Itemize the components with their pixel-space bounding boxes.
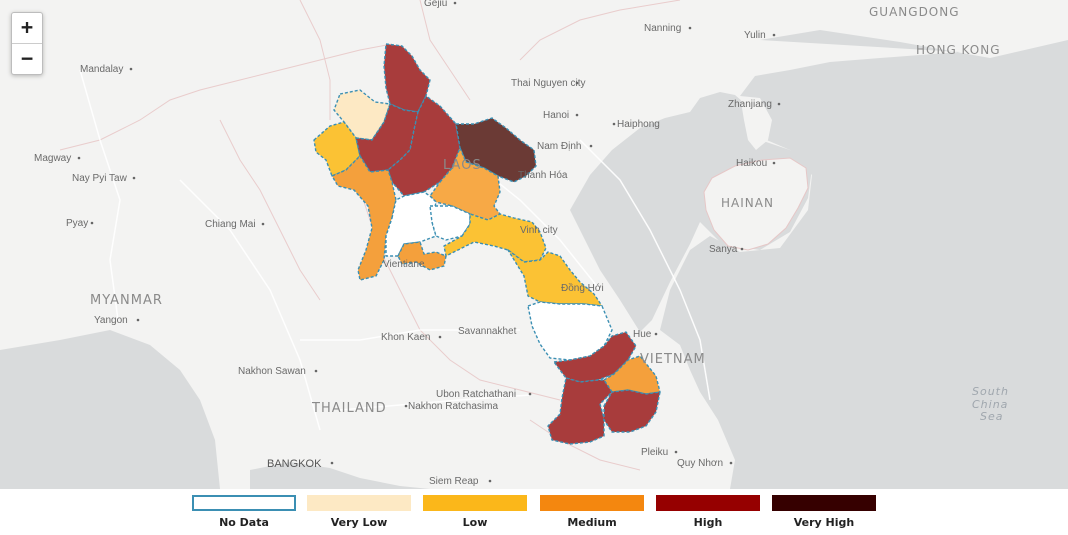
andaman-sea — [0, 330, 220, 489]
city-dots — [77, 1, 781, 483]
roads — [79, 69, 711, 431]
province-bokeo[interactable] — [313, 121, 361, 177]
legend-item-low: Low — [423, 495, 527, 529]
city-quy-nhon: Quy Nhơn — [677, 458, 723, 469]
city-magway: Magway — [34, 153, 71, 164]
province-attapeu[interactable] — [603, 389, 661, 433]
city-siem-reap: Siem Reap — [429, 476, 479, 487]
hainan-island — [703, 157, 809, 251]
zoom-out-button[interactable]: − — [12, 43, 42, 74]
city-bangkok: BANGKOK — [267, 458, 322, 470]
province-luang-namtha[interactable] — [333, 89, 391, 141]
legend-swatch-medium — [540, 495, 644, 511]
legend-item-high: High — [656, 495, 760, 529]
gulf-of-tonkin — [570, 92, 812, 332]
legend-item-medium: Medium — [540, 495, 644, 529]
province-khammouane[interactable] — [507, 249, 603, 307]
country-label-vietnam: VIETNAM — [640, 352, 706, 367]
province-bolikhamxay[interactable] — [443, 213, 547, 263]
legend: No Data Very Low Low Medium High Very Hi… — [0, 489, 1068, 535]
gulf-of-thailand — [250, 462, 430, 489]
province-salavan[interactable] — [553, 331, 637, 383]
city-yulin: Yulin — [744, 30, 766, 41]
legend-label-very-low: Very Low — [330, 516, 388, 529]
region-label-guangdong: GUANGDONG — [869, 5, 960, 19]
city-mandalay: Mandalay — [80, 64, 123, 75]
city-thanh-hoa: Thanh Hóa — [518, 170, 568, 181]
province-champasak[interactable] — [547, 377, 613, 445]
sea-label-line-2: China — [972, 398, 1008, 411]
city-hue: Hue — [633, 329, 652, 340]
city-dong-hoi: Đồng Hới — [561, 282, 604, 294]
legend-label-no-data: No Data — [219, 516, 269, 529]
city-haikou: Haikou — [736, 158, 767, 169]
city-pleiku: Pleiku — [641, 447, 668, 458]
legend-swatch-low — [423, 495, 527, 511]
city-nakhon-sawan: Nakhon Sawan — [238, 366, 306, 377]
city-nanning: Nanning — [644, 23, 681, 34]
island-label-hainan: HAINAN — [721, 196, 774, 210]
city-savannakhet: Savannakhet — [458, 326, 517, 337]
south-china-sea — [660, 30, 1068, 489]
legend-swatch-high — [656, 495, 760, 511]
city-thai-nguyen: Thai Nguyen city — [511, 78, 585, 89]
legend-label-high: High — [693, 516, 723, 529]
country-label-thailand: THAILAND — [311, 401, 387, 416]
legend-label-very-high: Very High — [793, 516, 855, 529]
city-hanoi: Hanoi — [543, 110, 569, 121]
leizhou-peninsula — [740, 96, 772, 150]
city-zhanjiang: Zhanjiang — [728, 99, 772, 110]
city-pyay: Pyay — [66, 218, 88, 229]
city-chiang-mai: Chiang Mai — [205, 219, 256, 230]
city-nakhon-ratchasima: Nakhon Ratchasima — [408, 401, 498, 412]
city-nam-dinh: Nam Định — [537, 141, 581, 152]
sea-label-line-3: Sea — [980, 410, 1004, 423]
legend-item-very-low: Very Low — [307, 495, 411, 529]
city-sanya: Sanya — [709, 244, 738, 255]
province-sayabouly[interactable] — [331, 155, 397, 281]
legend-swatch-no-data — [192, 495, 296, 511]
zoom-control: + − — [11, 12, 43, 75]
legend-swatch-very-high — [772, 495, 876, 511]
map-canvas[interactable]: MYANMAR THAILAND LAOS VIETNAM GUANGDONG … — [0, 0, 1068, 489]
legend-label-medium: Medium — [567, 516, 617, 529]
city-ubon-ratchathani: Ubon Ratchathani — [436, 389, 516, 400]
city-vinh: Vinh city — [520, 225, 558, 236]
legend-item-no-data: No Data — [192, 495, 296, 529]
city-nay-pyi-taw: Nay Pyi Taw — [72, 173, 128, 184]
legend-item-very-high: Very High — [772, 495, 876, 529]
sea-label-line-1: South — [972, 385, 1009, 398]
city-yangon: Yangon — [94, 315, 128, 326]
country-label-myanmar: MYANMAR — [90, 293, 163, 308]
legend-label-low: Low — [462, 516, 488, 529]
region-label-hong-kong: HONG KONG — [916, 43, 1001, 57]
map-svg: MYANMAR THAILAND LAOS VIETNAM GUANGDONG … — [0, 0, 1068, 489]
zoom-in-button[interactable]: + — [20, 15, 34, 39]
country-label-laos: LAOS — [443, 158, 482, 173]
city-gejiu: Gejiu — [424, 0, 447, 9]
legend-swatch-very-low — [307, 495, 411, 511]
province-xiengkhouang[interactable] — [429, 147, 501, 221]
province-savannakhet[interactable] — [527, 301, 613, 361]
city-vientiane: Vientiane — [383, 259, 425, 270]
city-haiphong: Haiphong — [617, 119, 660, 130]
city-khon-kaen: Khon Kaen — [381, 332, 431, 343]
